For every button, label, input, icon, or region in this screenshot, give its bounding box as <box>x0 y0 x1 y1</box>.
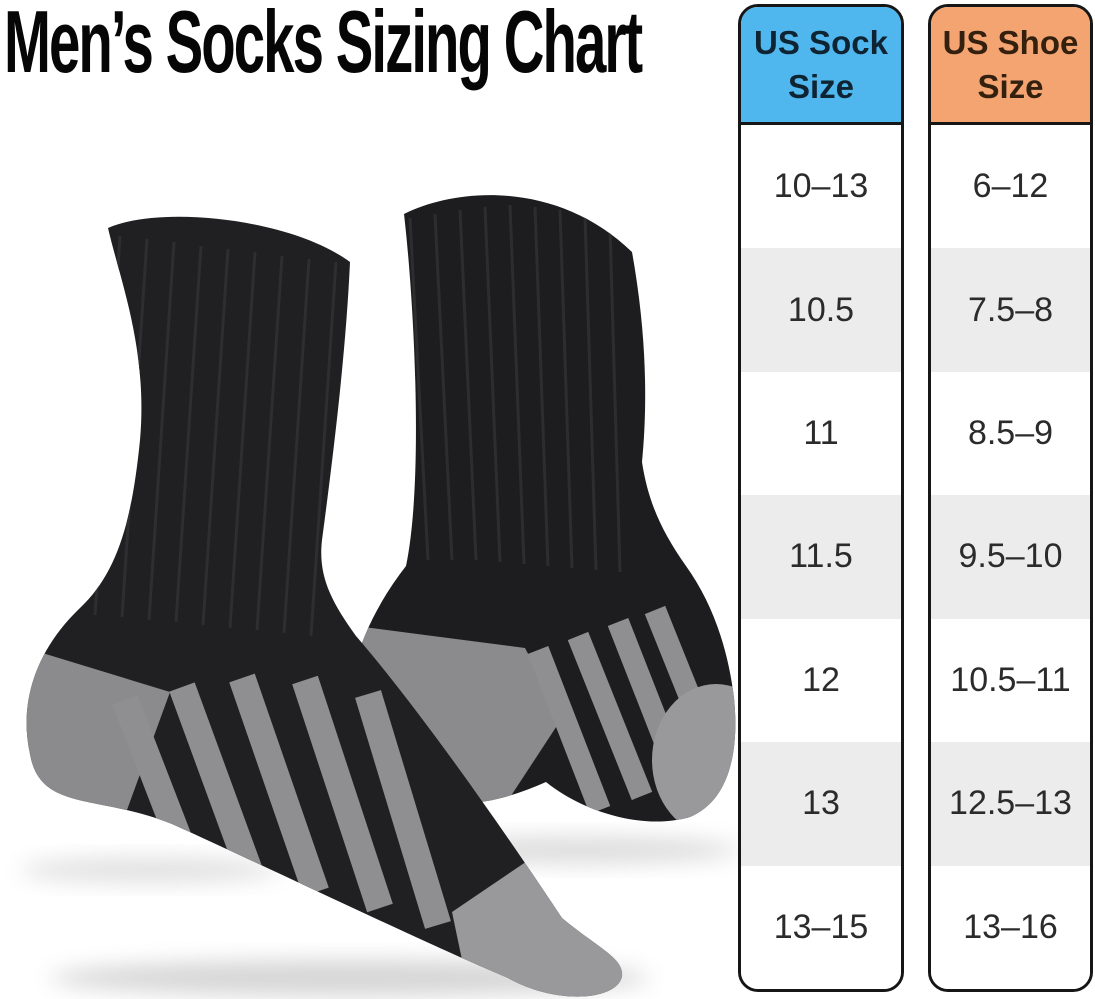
sock-size-column: US Sock Size 10–13 10.5 11 11.5 12 13 13–15 <box>738 4 904 992</box>
shoe-size-column: US Shoe Size 6–12 7.5–8 8.5–9 9.5–10 10.5–11… <box>928 4 1093 992</box>
size-cell-us-sock-size-6: 13–15 <box>741 865 901 989</box>
size-cell-us-sock-size-1: 10.5 <box>741 248 901 372</box>
size-cell-us-shoe-size-3: 9.5–10 <box>931 495 1090 619</box>
left-sock-heel <box>26 640 170 840</box>
sock-shadows <box>20 836 740 996</box>
right-sock <box>348 195 736 822</box>
size-cell-us-shoe-size-4: 10.5–11 <box>931 618 1090 743</box>
size-cell-us-shoe-size-5: 12.5–13 <box>931 742 1090 866</box>
size-cell-us-sock-size-5: 13 <box>741 742 901 866</box>
size-cell-us-shoe-size-1: 7.5–8 <box>931 248 1090 372</box>
shoe-size-values: 6–12 7.5–8 8.5–9 9.5–10 10.5–11 12.5–13 13–16 <box>931 125 1090 989</box>
size-cell-us-shoe-size-6: 13–16 <box>931 865 1090 989</box>
page-title: Men’s Socks Sizing Chart <box>4 0 643 91</box>
right-sock-ribs <box>408 204 622 573</box>
sock-size-values: 10–13 10.5 11 11.5 12 13 13–15 <box>741 125 901 989</box>
left-sock <box>26 216 623 997</box>
left-sock-ribs <box>93 235 338 637</box>
left-sock-toe <box>452 832 623 997</box>
size-cell-us-sock-size-3: 11.5 <box>741 495 901 619</box>
size-cell-us-sock-size-4: 12 <box>741 618 901 743</box>
size-cell-us-sock-size-0: 10–13 <box>741 125 901 249</box>
left-sock-stripes <box>112 673 451 929</box>
sock-size-header: US Sock Size <box>741 7 901 125</box>
right-sock-heel <box>348 622 562 805</box>
right-sock-stripes <box>527 605 725 814</box>
size-cell-us-sock-size-2: 11 <box>741 371 901 496</box>
size-cell-us-shoe-size-2: 8.5–9 <box>931 371 1090 496</box>
size-cell-us-shoe-size-0: 6–12 <box>931 125 1090 249</box>
shoe-size-header: US Shoe Size <box>931 7 1090 125</box>
